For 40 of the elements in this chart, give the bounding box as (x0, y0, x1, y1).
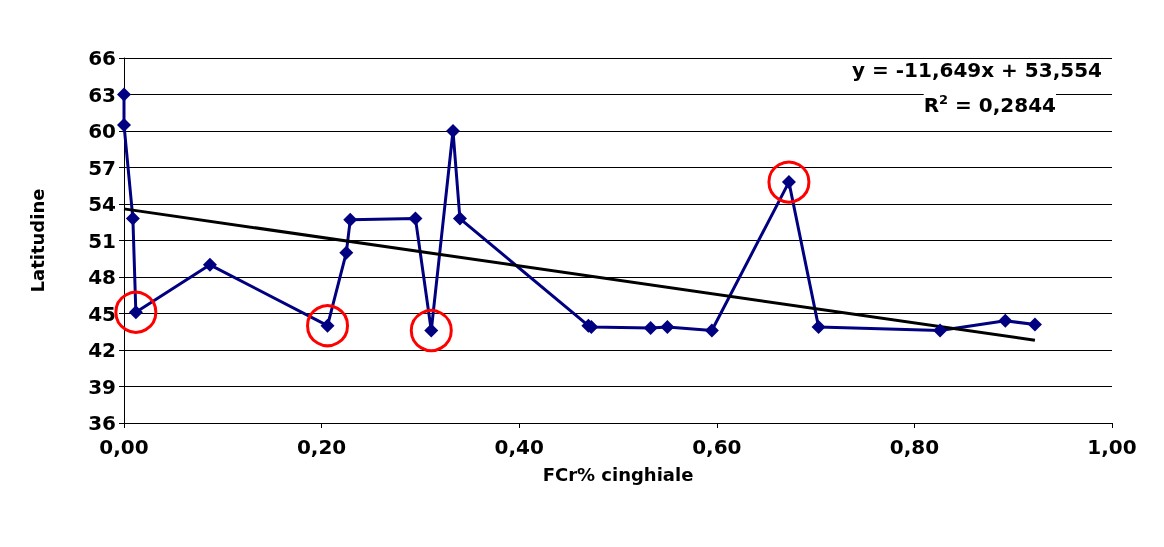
y-tick-label: 54 (88, 192, 116, 216)
point (643, 321, 658, 336)
point (452, 211, 467, 226)
y-tick-label: 48 (88, 265, 116, 289)
point (339, 245, 354, 260)
y-tick-label: 60 (88, 119, 116, 143)
y-tick-label: 57 (88, 155, 116, 180)
x-tick-label: 0,60 (692, 435, 742, 459)
point (933, 323, 948, 338)
point (409, 309, 453, 353)
point (704, 323, 719, 338)
y-tick-label: 45 (88, 301, 116, 326)
point (446, 124, 460, 138)
point (998, 313, 1013, 328)
point (1027, 317, 1042, 332)
y-tick-label: 66 (88, 46, 116, 70)
point (408, 211, 423, 226)
x-tick-label: 0,40 (494, 435, 544, 459)
point (811, 319, 826, 334)
x-axis-title: FCr% cinghiale (542, 463, 694, 485)
x-tick-label: 1,00 (1087, 435, 1137, 459)
annotation: y = -11,649x + 53,554 (852, 58, 1103, 82)
y-axis-title: Latitudine (26, 188, 48, 293)
y-tick-label: 63 (88, 82, 116, 107)
x-tick-label: 0,80 (889, 435, 940, 459)
point (343, 212, 358, 227)
point (125, 211, 140, 226)
y-tick-label: 39 (88, 374, 116, 399)
y-tick-label: 42 (88, 338, 116, 362)
point (306, 304, 350, 348)
y-tick-label: 36 (88, 411, 116, 435)
y-tick-label: 51 (88, 228, 116, 253)
point (660, 319, 675, 334)
point (117, 87, 131, 102)
point (114, 290, 158, 334)
x-tick-label: 0,20 (296, 435, 347, 459)
point (767, 160, 811, 204)
point (202, 257, 217, 272)
x-tick-label: 0,00 (99, 435, 149, 459)
point (117, 117, 131, 132)
